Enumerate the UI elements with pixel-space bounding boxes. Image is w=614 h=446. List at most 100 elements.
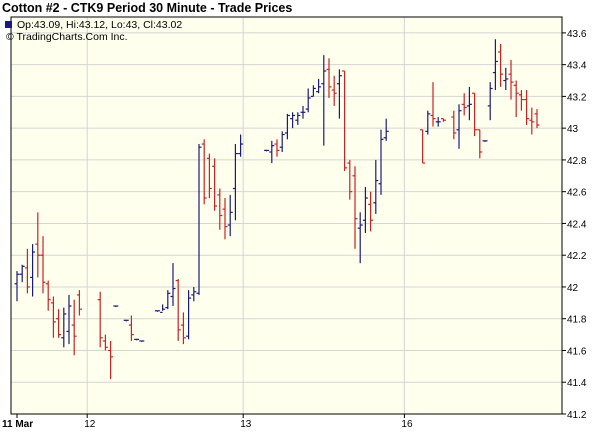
ohlc-bar — [97, 291, 103, 348]
y-tick-label: 41.8 — [567, 315, 587, 326]
ohlc-bar — [165, 290, 171, 310]
ohlc-bar — [487, 82, 493, 121]
ohlc-bar — [342, 70, 348, 172]
ohlc-bar — [50, 296, 56, 338]
x-tick-label: 13 — [240, 419, 252, 430]
ohlc-bar — [227, 194, 233, 237]
ohlc-bar — [45, 280, 51, 311]
ohlc-bar — [19, 264, 25, 283]
ohlc-bar — [508, 59, 514, 100]
ohlc-bar — [451, 110, 457, 140]
ohlc-bar — [362, 186, 368, 233]
ohlc-bar — [40, 236, 46, 294]
ohlc-bar — [56, 309, 62, 338]
y-axis-ticks: 41.2 41.4 41.6 41.8 42 42.2 42.4 42.6 42.8 43 43.2… — [562, 29, 587, 421]
ohlc-bar — [108, 340, 114, 380]
ohlc-bar — [290, 112, 296, 129]
ohlc-bar — [466, 86, 472, 121]
ohlc-bar — [456, 104, 462, 149]
ohlc-bar — [186, 290, 192, 340]
ohlc-bar — [217, 188, 223, 230]
ohlc-bar — [180, 312, 186, 345]
ohlc-bar — [14, 271, 20, 302]
ohlc-bar — [498, 43, 504, 87]
ohlc-bar — [513, 80, 519, 118]
price-bars — [14, 39, 540, 380]
x-tick-label: 12 — [84, 419, 96, 430]
ohlc-bar — [524, 90, 530, 125]
ohlc-bar — [76, 290, 82, 316]
ohlc-bar — [430, 82, 436, 127]
ohlc-bar — [284, 113, 290, 140]
ohlc-bar — [66, 294, 72, 345]
ohlc-bar — [305, 88, 311, 113]
ohlc-bar — [201, 139, 207, 205]
y-tick-label: 43.2 — [567, 92, 587, 103]
ohlc-bar — [368, 191, 374, 232]
ohlc-bar — [212, 158, 218, 211]
ohlc-bar — [378, 129, 384, 195]
y-tick-label: 42.4 — [567, 219, 587, 230]
y-tick-label: 41.4 — [567, 378, 587, 389]
ohlc-bar — [30, 244, 36, 297]
ohlc-bar — [113, 305, 119, 308]
ohlc-bar — [331, 75, 337, 106]
y-tick-label: 41.6 — [567, 346, 587, 357]
ohlc-bar — [357, 212, 363, 264]
ohlc-bar — [128, 315, 134, 341]
chart-title: Cotton #2 - CTK9 Period 30 Minute - Trad… — [2, 1, 292, 15]
ohlc-bar — [518, 90, 524, 111]
x-tick-label: 11 Mar — [2, 419, 33, 430]
ohlc-bar — [170, 263, 176, 307]
y-tick-label: 41.2 — [567, 410, 587, 421]
y-tick-label: 43.6 — [567, 29, 587, 40]
ohlc-bar — [383, 118, 389, 141]
ohlc-bar — [123, 319, 129, 322]
x-tick-label: 16 — [401, 419, 413, 430]
ohlc-bar — [326, 58, 332, 98]
ohlc-bar — [232, 144, 238, 221]
ohlc-bar — [154, 310, 160, 312]
ohlc-bar — [492, 39, 498, 91]
y-tick-label: 42 — [567, 283, 579, 294]
ohlc-bar — [503, 67, 509, 91]
ohlc-bar — [206, 153, 212, 199]
ohlc-bar — [222, 198, 228, 240]
plot-frame — [10, 16, 563, 415]
copyright-text: © TradingCharts.Com Inc. — [6, 31, 128, 43]
plot-area — [11, 17, 562, 414]
legend-swatch — [5, 21, 12, 28]
ohlc-bar — [352, 166, 358, 249]
ohlc-bar — [61, 307, 67, 348]
ohlc-bar — [35, 212, 41, 278]
y-tick-label: 43.4 — [567, 61, 587, 72]
ohlc-bar — [274, 139, 280, 157]
ohlc-bar — [534, 109, 540, 129]
ohlc-bar — [461, 93, 467, 116]
ohlc-bar — [482, 140, 488, 142]
ohlc-bar — [435, 117, 441, 127]
ohlc-bar — [24, 248, 30, 294]
ohlc-bar — [300, 105, 306, 119]
legend-ohlc-text: Op:43.09, Hi:43.12, Lo:43, Cl:43.02 — [17, 19, 182, 31]
ohlc-bar — [71, 299, 77, 356]
ohlc-bar — [373, 159, 379, 214]
y-tick-label: 42.6 — [567, 188, 587, 199]
ohlc-bar — [269, 140, 275, 164]
ohlc-bar — [191, 286, 197, 302]
ohlc-bar — [440, 118, 446, 122]
ohlc-bar — [336, 69, 342, 119]
ohlc-bar — [196, 144, 202, 295]
ohlc-bar — [102, 334, 108, 351]
ohlc-bar — [175, 279, 181, 341]
ohlc-bar — [321, 55, 327, 146]
ohlc-bar — [295, 112, 301, 125]
grid-layer — [11, 17, 562, 415]
ohlc-bar — [264, 149, 270, 152]
ohlc-bar — [316, 78, 322, 94]
ohlc-bar — [347, 159, 353, 200]
ohlc-bar — [160, 304, 166, 313]
ohlc-bar — [477, 129, 483, 159]
x-axis-ticks: 11 Mar 12 13 16 — [2, 414, 413, 430]
